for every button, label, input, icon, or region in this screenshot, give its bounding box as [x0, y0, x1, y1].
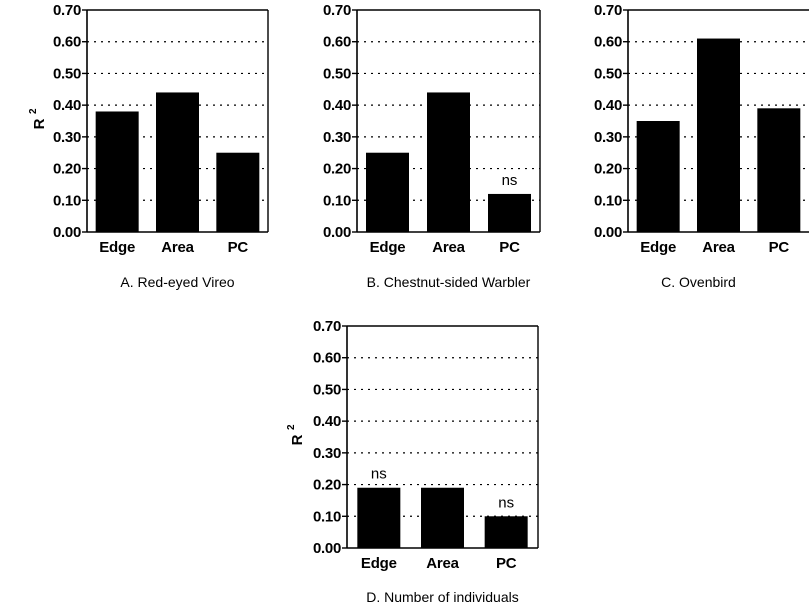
x-category-label: Edge [361, 555, 397, 572]
bar-pc [216, 152, 260, 232]
chart-panel-d: 0.00 0.10 0.20 0.30 0.40 0.50 0.60 0.70 Edge ns Ar… [286, 318, 539, 605]
bar-pc [757, 108, 801, 232]
panel-caption: B. Chestnut-sided Warbler [367, 274, 531, 290]
y-tick-label: 0.70 [323, 2, 351, 19]
y-tick-label: 0.20 [594, 161, 622, 178]
x-category-label: Area [432, 239, 465, 256]
y-tick-label: 0.40 [313, 413, 341, 430]
x-category-label: Area [161, 239, 194, 256]
y-tick-label: 0.70 [594, 2, 622, 19]
bar-pc [484, 516, 528, 548]
y-axis-label-superscript: 2 [286, 424, 297, 430]
significance-annotation: ns [502, 172, 518, 189]
y-tick-label: 0.00 [594, 224, 622, 241]
y-tick-label: 0.30 [53, 129, 81, 146]
bar-pc [488, 193, 531, 232]
y-axis-label-text: R [289, 434, 306, 445]
y-tick-label: 0.20 [323, 161, 351, 178]
y-axis-label-superscript: 2 [28, 108, 39, 114]
y-tick-label: 0.50 [594, 65, 622, 82]
y-tick-label: 0.70 [313, 318, 341, 335]
y-tick-label: 0.00 [313, 540, 341, 557]
bar-edge [636, 121, 680, 232]
y-tick-label: 0.00 [323, 224, 351, 241]
x-category-label: PC [499, 239, 520, 256]
y-tick-label: 0.50 [313, 381, 341, 398]
y-tick-label: 0.40 [53, 97, 81, 114]
bar-edge [95, 111, 139, 232]
y-tick-label: 0.30 [323, 129, 351, 146]
y-axis-label: R2 [286, 424, 306, 445]
y-tick-label: 0.60 [323, 34, 351, 51]
y-tick-label: 0.00 [53, 224, 81, 241]
bar-area [697, 38, 740, 232]
significance-annotation: ns [498, 494, 514, 511]
bar-edge [366, 152, 409, 232]
y-tick-label: 0.50 [53, 65, 81, 82]
y-tick-label: 0.60 [594, 34, 622, 51]
y-tick-label: 0.50 [323, 65, 351, 82]
y-tick-label: 0.10 [53, 192, 81, 209]
x-category-label: Edge [640, 239, 676, 256]
bar-edge [357, 487, 401, 548]
chart-panel-c: 0.00 0.10 0.20 0.30 0.40 0.50 0.60 0.70 Edge Area… [594, 2, 809, 290]
y-tick-label: 0.20 [53, 161, 81, 178]
chart-panel-a: 0.00 0.10 0.20 0.30 0.40 0.50 0.60 0.70 Edge Area… [28, 2, 269, 290]
y-tick-label: 0.40 [594, 97, 622, 114]
y-tick-label: 0.30 [594, 129, 622, 146]
panel-caption: D. Number of individuals [366, 589, 519, 605]
y-tick-label: 0.10 [323, 192, 351, 209]
x-category-label: Area [426, 555, 459, 572]
y-tick-label: 0.10 [313, 508, 341, 525]
x-category-label: PC [769, 239, 790, 256]
y-tick-label: 0.70 [53, 2, 81, 19]
y-tick-label: 0.30 [313, 445, 341, 462]
x-category-label: PC [496, 555, 517, 572]
x-category-label: Edge [370, 239, 406, 256]
bar-area [427, 92, 470, 232]
bar-area [156, 92, 199, 232]
chart-panel-b: 0.00 0.10 0.20 0.30 0.40 0.50 0.60 0.70 Edge Area… [323, 2, 541, 290]
bar-area [421, 487, 464, 548]
y-tick-label: 0.10 [594, 192, 622, 209]
significance-annotation: ns [371, 466, 387, 483]
x-category-label: Area [702, 239, 735, 256]
y-tick-label: 0.40 [323, 97, 351, 114]
y-tick-label: 0.20 [313, 477, 341, 494]
panel-caption: A. Red-eyed Vireo [120, 274, 234, 290]
y-axis-label: R2 [28, 108, 48, 129]
panel-caption: C. Ovenbird [661, 274, 736, 290]
y-tick-label: 0.60 [53, 34, 81, 51]
x-category-label: PC [228, 239, 249, 256]
y-tick-label: 0.60 [313, 350, 341, 367]
y-axis-label-text: R [31, 118, 48, 129]
x-category-label: Edge [99, 239, 135, 256]
